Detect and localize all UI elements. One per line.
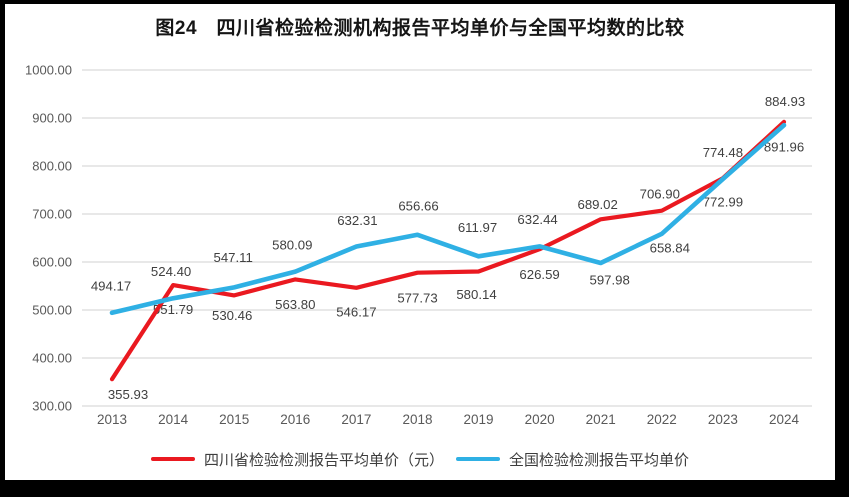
- data-label-series-0: 546.17: [336, 305, 376, 320]
- x-axis-tick-label: 2013: [97, 412, 127, 427]
- legend-label-national: 全国检验检测报告平均单价: [509, 451, 690, 469]
- line-chart: 300.00 400.00 500.00 600.00 700.00 800.00 900.…: [25, 63, 812, 427]
- y-axis-tick-label: 400.00: [32, 351, 72, 366]
- data-label-series-1: 656.66: [398, 199, 438, 214]
- y-axis-tick-label: 500.00: [32, 303, 72, 318]
- chart-title: 图24 四川省检验检测机构报告平均单价与全国平均数的比较: [155, 18, 685, 39]
- data-label-series-0: 580.14: [456, 287, 496, 302]
- x-axis-tick-label: 2019: [463, 412, 493, 427]
- data-label-series-0: 355.93: [108, 387, 148, 402]
- x-axis-tick-label: 2024: [769, 412, 800, 427]
- x-axis-tick-label: 2022: [647, 412, 677, 427]
- legend-item-sichuan: 四川省检验检测报告平均单价（元）: [150, 449, 444, 470]
- data-label-series-0: 689.02: [578, 197, 618, 212]
- data-label-series-0: 530.46: [212, 308, 252, 323]
- x-axis-tick-label: 2016: [280, 412, 310, 427]
- x-axis-tick-label: 2017: [341, 412, 371, 427]
- x-axis-tick-label: 2023: [708, 412, 738, 427]
- y-axis-tick-label: 700.00: [32, 207, 72, 222]
- chart-legend: 四川省检验检测报告平均单价（元） 全国检验检测报告平均单价: [5, 449, 835, 469]
- chart-canvas: 图24 四川省检验检测机构报告平均单价与全国平均数的比较 300.00 400.0…: [5, 4, 835, 480]
- data-label-series-1: 524.40: [151, 264, 191, 279]
- data-label-series-0: 891.96: [764, 140, 804, 155]
- x-axis-tick-label: 2018: [402, 412, 432, 427]
- x-axis-tick-label: 2015: [219, 412, 249, 427]
- series-line-0: [109, 119, 787, 382]
- sichuan-line-swatch-icon: [150, 456, 195, 462]
- y-axis-tick-label: 600.00: [32, 255, 72, 270]
- x-axis-tick-label: 2020: [525, 412, 555, 427]
- legend-item-national: 全国检验检测报告平均单价: [456, 449, 689, 470]
- data-label-series-0: 563.80: [275, 297, 315, 312]
- series-line-1: [109, 122, 787, 316]
- data-label-series-1: 884.93: [765, 94, 805, 109]
- x-axis-tick-label: 2014: [158, 412, 189, 427]
- data-label-series-0: 774.48: [703, 145, 743, 160]
- data-label-series-0: 706.90: [640, 186, 680, 201]
- data-label-series-1: 611.97: [458, 220, 497, 235]
- data-label-series-1: 547.11: [214, 250, 253, 265]
- y-axis-tick-label: 1000.00: [25, 63, 72, 78]
- data-label-series-0: 626.59: [519, 267, 559, 282]
- data-label-series-1: 772.99: [703, 195, 743, 210]
- legend-label-sichuan: 四川省检验检测报告平均单价（元）: [203, 451, 444, 469]
- y-axis-tick-label: 300.00: [32, 399, 72, 414]
- data-label-series-1: 597.98: [590, 273, 630, 288]
- data-label-series-1: 632.44: [517, 212, 557, 227]
- y-axis-tick-label: 800.00: [32, 159, 72, 174]
- data-label-series-1: 658.84: [650, 241, 690, 256]
- data-label-series-0: 551.79: [153, 302, 193, 317]
- national-line-swatch-icon: [456, 456, 500, 462]
- data-label-series-0: 577.73: [397, 290, 437, 305]
- data-label-series-1: 632.31: [337, 213, 377, 228]
- data-label-series-1: 580.09: [272, 237, 312, 252]
- y-axis-tick-label: 900.00: [32, 111, 72, 126]
- data-label-series-1: 494.17: [91, 279, 131, 294]
- x-axis-tick-label: 2021: [586, 412, 616, 427]
